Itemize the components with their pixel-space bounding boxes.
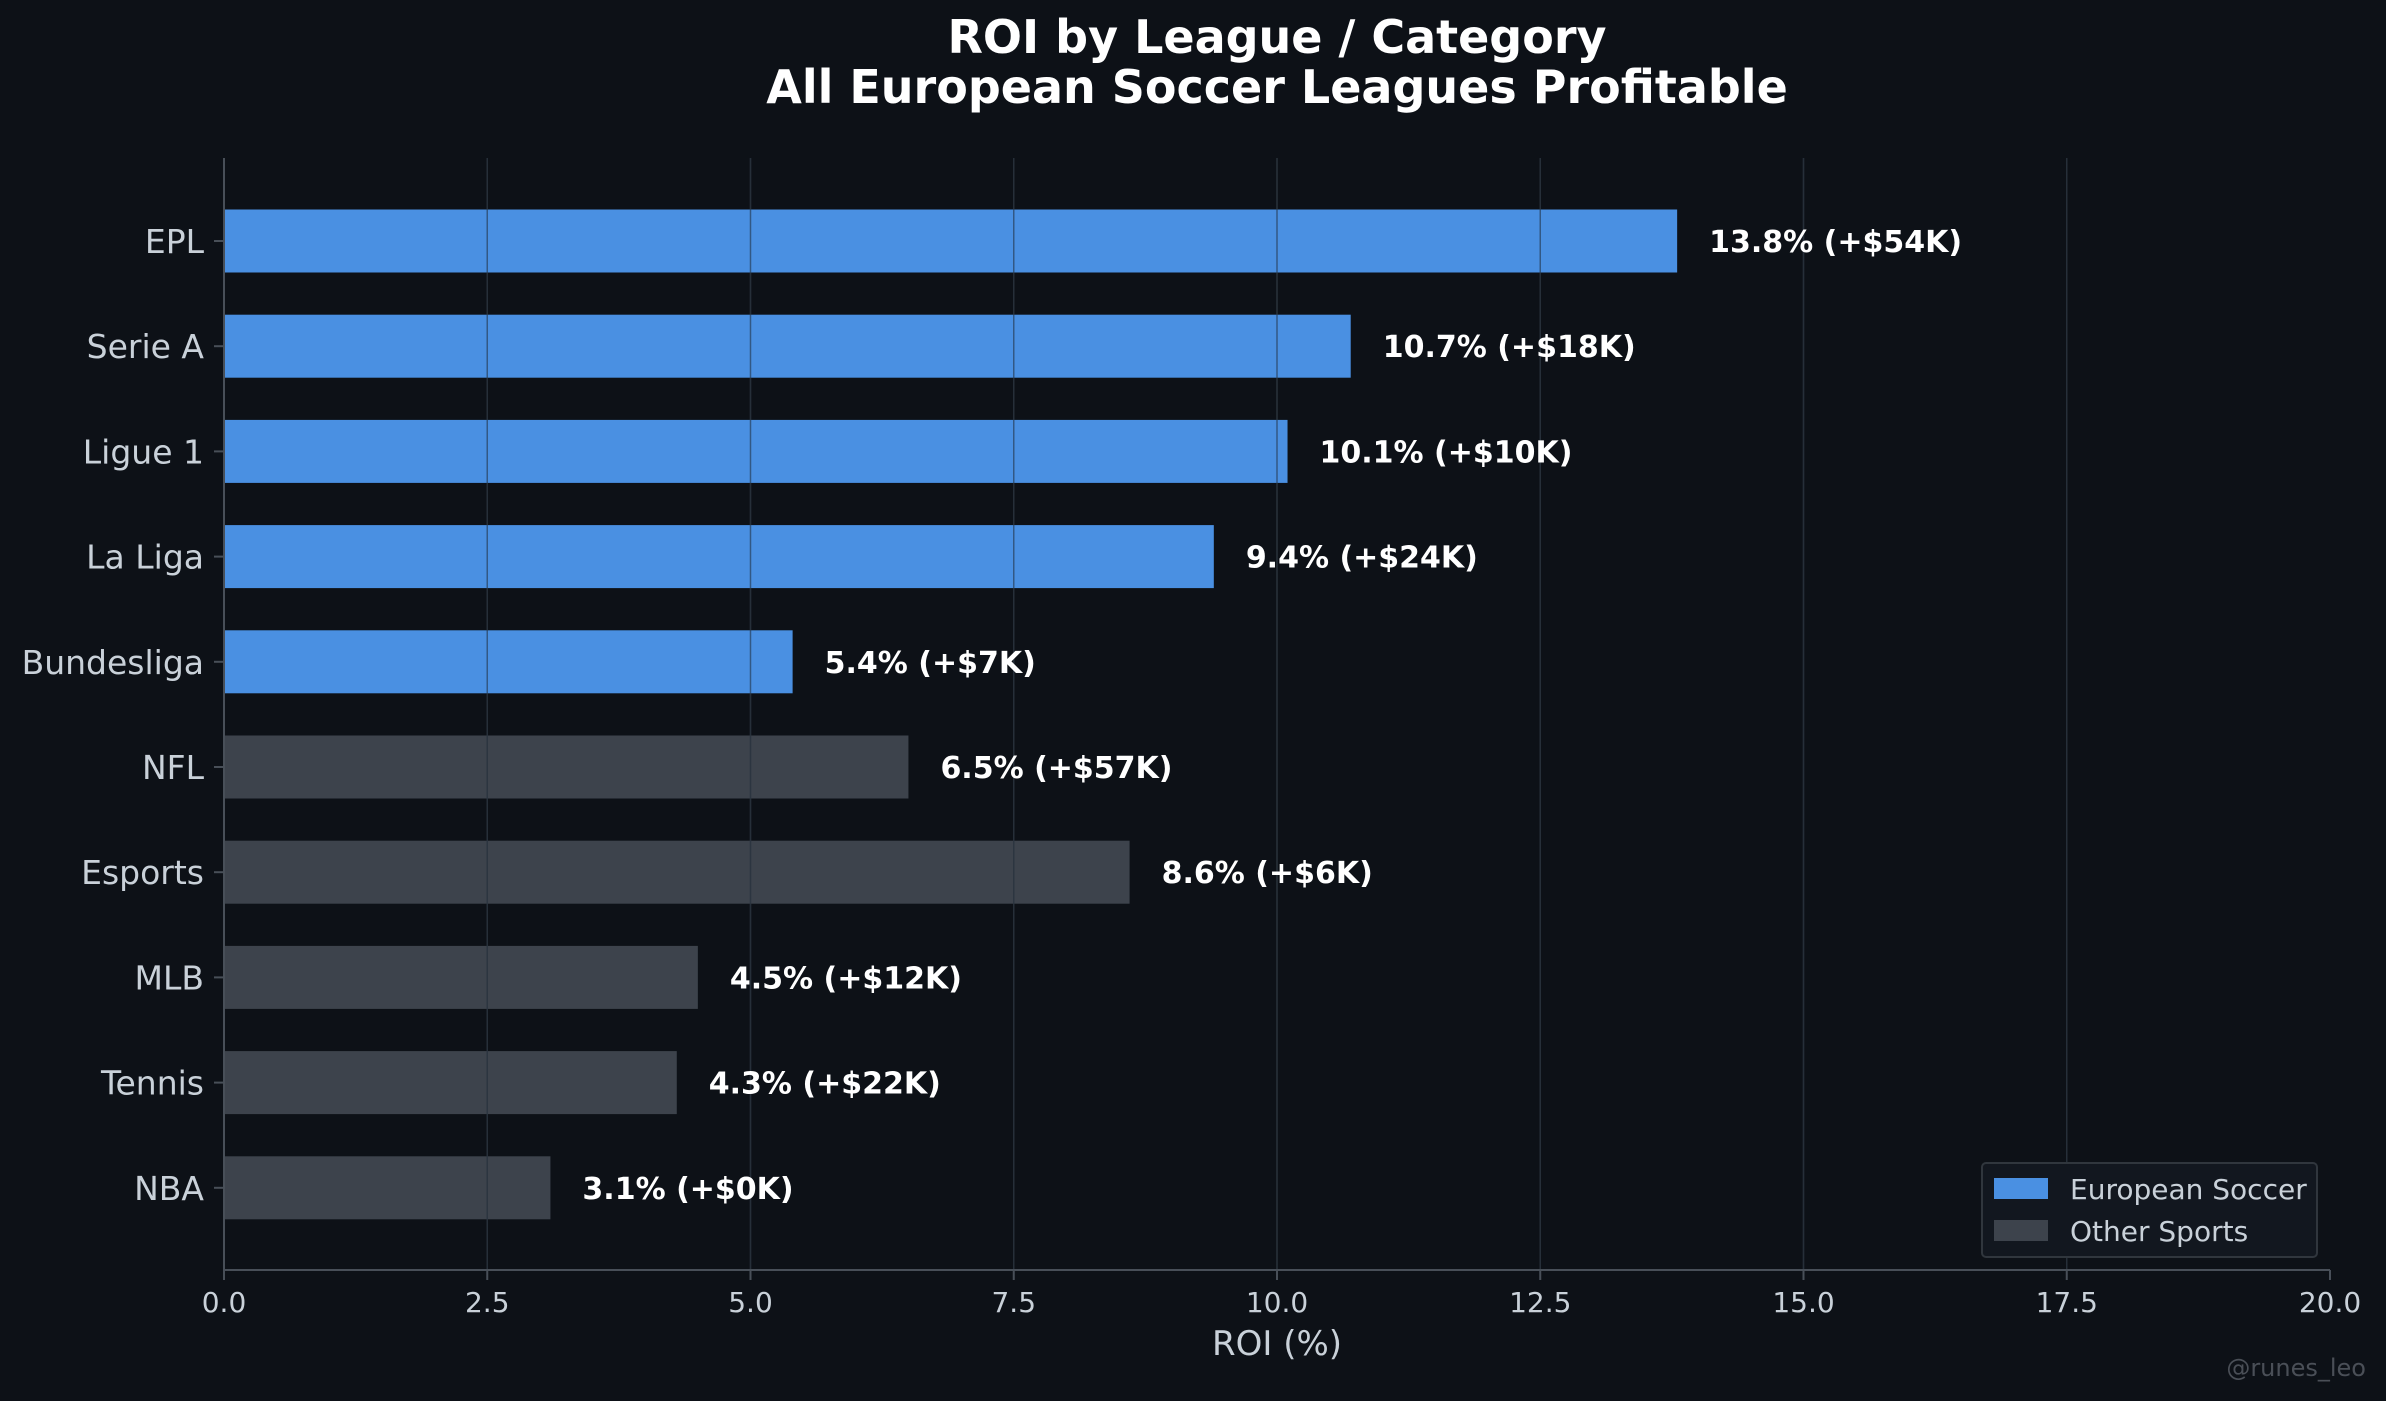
bar-value-label: 5.4% (+$7K) xyxy=(825,646,1036,681)
bar-mlb xyxy=(224,945,698,1009)
bar-esports xyxy=(224,840,1130,904)
bars-layer xyxy=(224,209,1678,1220)
bar-value-label: 9.4% (+$24K) xyxy=(1246,541,1478,576)
bar-value-label: 6.5% (+$57K) xyxy=(940,751,1172,786)
x-tick-label: 7.5 xyxy=(991,1286,1036,1319)
bar-value-label: 10.7% (+$18K) xyxy=(1383,330,1636,365)
x-tick-label: 12.5 xyxy=(1509,1286,1571,1319)
legend: European Soccer Other Sports xyxy=(1981,1162,2318,1258)
x-tick-label: 2.5 xyxy=(465,1286,510,1319)
bar-value-label: 10.1% (+$10K) xyxy=(1320,435,1573,470)
category-label: NBA xyxy=(134,1169,204,1208)
bar-nfl xyxy=(224,735,909,799)
chart-title-line-2: All European Soccer Leagues Profitable xyxy=(766,60,1788,114)
category-label: Ligue 1 xyxy=(83,432,204,471)
legend-box xyxy=(1981,1162,2318,1258)
bar-serie-a xyxy=(224,314,1351,378)
chart-title-line-1: ROI by League / Category xyxy=(947,10,1606,64)
x-tick-label: 0.0 xyxy=(202,1286,247,1319)
bar-value-label: 13.8% (+$54K) xyxy=(1709,225,1962,260)
bar-la-liga xyxy=(224,525,1214,589)
x-tick-label: 15.0 xyxy=(1772,1286,1834,1319)
grid-overlay xyxy=(486,158,2068,1270)
category-label: NFL xyxy=(142,748,205,787)
category-label: Tennis xyxy=(100,1064,204,1103)
bar-bundesliga xyxy=(224,630,793,694)
category-label: Serie A xyxy=(87,327,205,366)
labels-layer: 0.0 2.5 5.0 7.5 10.0 12.5 15.0 17.5 20.0 EPL 13.8%… xyxy=(22,222,2362,1319)
legend-swatch-other-sports xyxy=(1994,1220,2048,1241)
x-tick-label: 17.5 xyxy=(2036,1286,2098,1319)
legend-swatch-european-soccer xyxy=(1994,1178,2048,1199)
category-label: La Liga xyxy=(86,538,204,577)
category-label: Bundesliga xyxy=(22,643,204,682)
bar-tennis xyxy=(224,1051,677,1115)
category-label: Esports xyxy=(81,853,204,892)
bar-value-label: 4.3% (+$22K) xyxy=(709,1067,941,1102)
bar-value-label: 4.5% (+$12K) xyxy=(730,961,962,996)
x-tick-label: 20.0 xyxy=(2299,1286,2361,1319)
bar-value-label: 8.6% (+$6K) xyxy=(1162,856,1373,891)
bar-value-label: 3.1% (+$0K) xyxy=(582,1172,793,1207)
category-label: EPL xyxy=(145,222,205,261)
x-tick-label: 10.0 xyxy=(1246,1286,1308,1319)
category-label: MLB xyxy=(135,958,205,997)
bar-epl xyxy=(224,209,1678,273)
x-tick-label: 5.0 xyxy=(728,1286,773,1319)
legend-label-european-soccer: European Soccer xyxy=(2070,1173,2307,1206)
legend-label-other-sports: Other Sports xyxy=(2070,1215,2248,1248)
bar-ligue-1 xyxy=(224,419,1288,483)
axes-layer xyxy=(214,158,2331,1280)
x-axis-label: ROI (%) xyxy=(1212,1324,1342,1364)
watermark: @runes_leo xyxy=(2226,1354,2366,1382)
bar-nba xyxy=(224,1156,551,1220)
